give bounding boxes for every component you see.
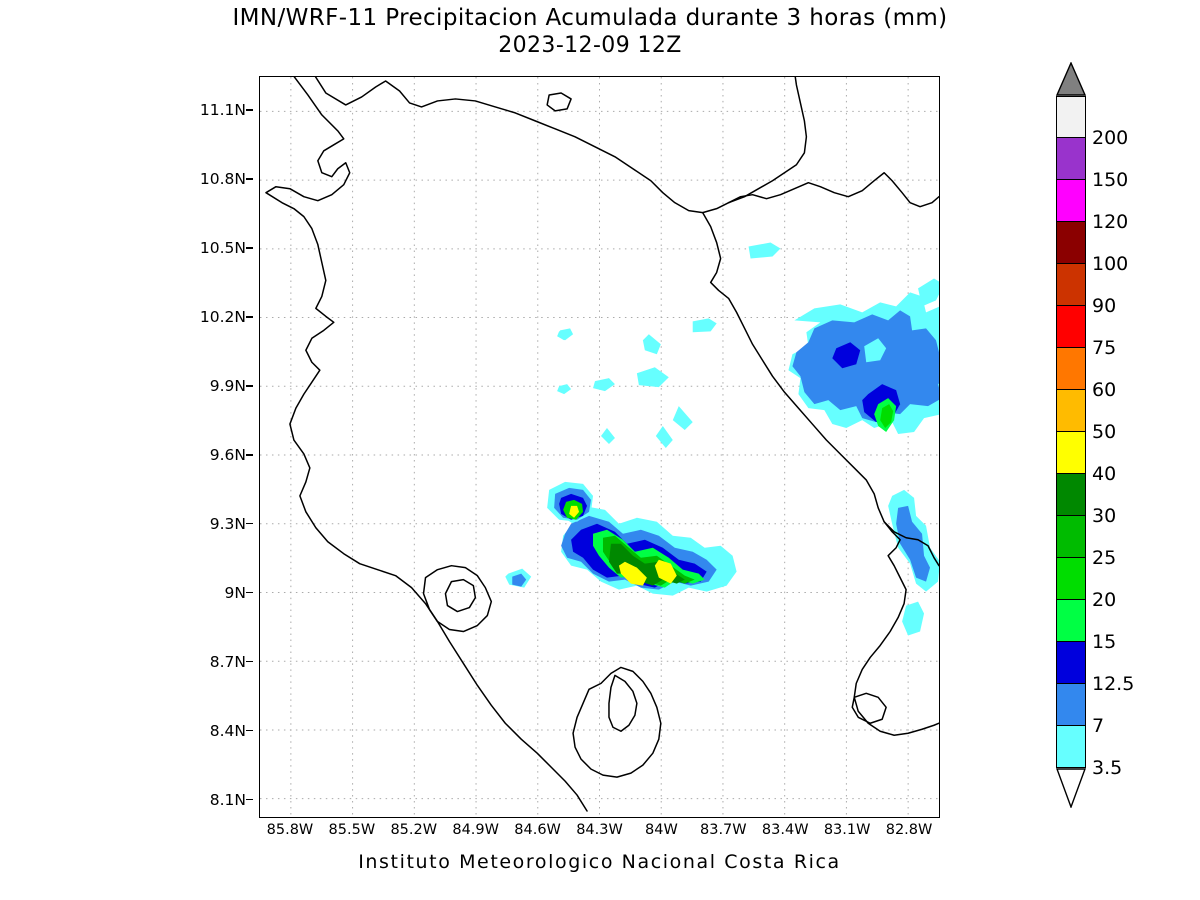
x-axis-tick-label: 85.2W — [390, 822, 438, 838]
colorbar-tick-label: 200 — [1092, 127, 1129, 149]
x-axis-tick-label: 83.7W — [700, 822, 747, 838]
x-axis-tick-label: 83.1W — [823, 822, 871, 838]
colorbar-tick-label: 50 — [1092, 421, 1117, 443]
y-axis-tick-mark — [246, 316, 253, 318]
colorbar[interactable]: 200 150 120 100 90 75 60 50 40 30 25 20 15 12.5 7 3.5 — [1056, 62, 1196, 812]
colorbar-band[interactable] — [1056, 474, 1086, 516]
figure-footer: Instituto Meteorologico Nacional Costa R… — [358, 851, 841, 873]
colorbar-over-arrow — [1056, 62, 1086, 96]
x-axis-tick-label: 84.6W — [514, 822, 561, 838]
colorbar-band[interactable] — [1056, 558, 1086, 600]
colorbar-tick-label: 12.5 — [1092, 673, 1135, 695]
colorbar-tick-label: 7 — [1092, 715, 1105, 737]
y-axis-tick-mark — [246, 522, 253, 525]
colorbar-tick-label: 20 — [1092, 589, 1117, 611]
y-axis-tick-label: 8.7N — [209, 652, 246, 671]
colorbar-band[interactable] — [1056, 306, 1086, 348]
map-gridlines — [260, 77, 939, 817]
lake-nicaragua-fragment — [546, 92, 572, 112]
y-axis-tick-mark — [246, 385, 253, 387]
limon-coastline — [701, 211, 939, 567]
colorbar-tick-label: 100 — [1092, 253, 1129, 275]
colorbar-band[interactable] — [1056, 432, 1086, 474]
x-axis-tick-label: 82.8W — [885, 822, 933, 838]
caribbean-limon-cluster — [788, 278, 939, 435]
colorbar-tick-label: 120 — [1092, 211, 1129, 233]
chart-title: IMN/WRF-11 Precipitacion Acumulada duran… — [232, 5, 948, 31]
y-axis-tick-label: 10.5N — [199, 239, 246, 258]
x-axis-tick-label: 84.3W — [576, 822, 623, 838]
colorbar-band[interactable] — [1056, 516, 1086, 558]
caribbean-coastline-south — [727, 171, 939, 208]
golfo-dulce-inlet — [608, 674, 638, 732]
coastline-layer — [265, 77, 939, 812]
colorbar-band[interactable] — [1056, 726, 1086, 768]
colorbar-tick-label: 3.5 — [1092, 757, 1123, 779]
y-axis-tick-label: 10.8N — [199, 170, 246, 189]
y-axis-tick-label: 9.6N — [209, 446, 246, 465]
y-axis-tick-label: 9.9N — [209, 377, 246, 396]
isolated-interior-speck — [558, 328, 574, 341]
x-axis-tick-label: 85.8W — [266, 822, 314, 838]
osa-peninsula — [572, 666, 662, 778]
colorbar-band[interactable] — [1056, 642, 1086, 684]
y-axis-tick-mark — [246, 178, 253, 180]
bocas-detail — [851, 692, 887, 725]
panama-border — [853, 521, 939, 736]
y-axis-tick-label: 11.1N — [199, 101, 246, 120]
colorbar-tick-label: 40 — [1092, 463, 1117, 485]
central-pacific-slope-cluster — [561, 505, 737, 596]
valle-central-outline — [422, 564, 493, 633]
colorbar-band[interactable] — [1056, 222, 1086, 264]
y-axis-tick-mark — [246, 454, 253, 456]
colorbar-band[interactable] — [1056, 96, 1086, 138]
y-axis-tick-mark — [246, 109, 253, 111]
y-axis-tick-label: 8.1N — [209, 790, 246, 809]
precipitation-contour-layer — [505, 242, 939, 636]
y-axis-tick-label: 9N — [224, 583, 246, 602]
y-axis-tick-label: 10.2N — [199, 308, 246, 327]
northern-border — [314, 77, 730, 214]
colorbar-tick-label: 60 — [1092, 379, 1117, 401]
chart-subtitle: 2023-12-09 12Z — [498, 33, 682, 58]
chart-title-block: IMN/WRF-11 Precipitacion Acumulada duran… — [0, 4, 1180, 60]
colorbar-under-arrow — [1056, 768, 1086, 808]
colorbar-band[interactable] — [1056, 138, 1086, 180]
y-axis-tick-mark — [246, 247, 253, 249]
pacific-coastline — [265, 77, 588, 812]
colorbar-band[interactable] — [1056, 348, 1086, 390]
y-axis-tick-label: 9.3N — [209, 514, 246, 533]
y-axis-tick-mark — [246, 798, 253, 801]
x-axis-tick-labels: 85.8W 85.5W 85.2W 84.9W 84.6W 84.3W 84W 83.7W 83… — [0, 822, 1200, 852]
y-axis-tick-labels: 11.1N 10.8N 10.5N 10.2N 9.9N 9.6N 9.3N 9N 8.7N 8.… — [0, 0, 253, 900]
colorbar-tick-label: 90 — [1092, 295, 1117, 317]
colorbar-tick-label: 30 — [1092, 505, 1117, 527]
northern-satellite-cell — [505, 481, 594, 588]
valle-central-inner — [444, 578, 477, 613]
colorbar-tick-label: 75 — [1092, 337, 1117, 359]
colorbar-tick-label: 15 — [1092, 631, 1117, 653]
colorbar-band[interactable] — [1056, 600, 1086, 642]
y-axis-tick-label: 8.4N — [209, 721, 246, 740]
colorbar-band[interactable] — [1056, 390, 1086, 432]
x-axis-tick-label: 83.4W — [761, 822, 809, 838]
colorbar-tick-label: 150 — [1092, 169, 1129, 191]
y-axis-tick-mark — [246, 729, 253, 732]
x-axis-tick-label: 84W — [645, 822, 678, 838]
caribbean-coastline-north — [727, 77, 808, 204]
x-axis-tick-label: 84.9W — [452, 822, 499, 838]
x-axis-tick-label: 85.5W — [328, 822, 376, 838]
y-axis-tick-mark — [246, 660, 253, 663]
southern-tail — [864, 338, 939, 636]
colorbar-band[interactable] — [1056, 264, 1086, 306]
colorbar-band[interactable] — [1056, 684, 1086, 726]
colorbar-band[interactable] — [1056, 180, 1086, 222]
colorbar-tick-label: 25 — [1092, 547, 1117, 569]
y-axis-tick-mark — [246, 591, 253, 594]
map-plot-area[interactable] — [259, 76, 940, 818]
